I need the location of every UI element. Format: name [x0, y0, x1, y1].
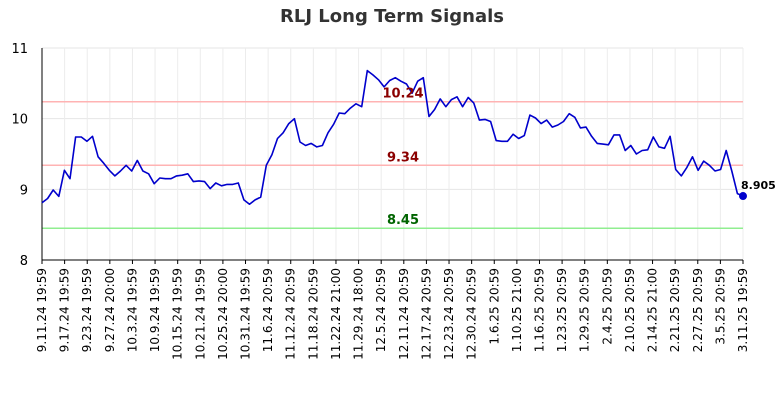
x-tick-label: 12.30.24 20:59	[465, 268, 479, 360]
x-tick-label: 1.10.25 21:00	[510, 268, 524, 352]
x-tick-label: 10.21.24 19:59	[193, 268, 207, 360]
x-tick-label: 3.11.25 19:59	[736, 268, 750, 352]
x-tick-label: 12.17.24 20:59	[419, 268, 433, 360]
x-tick-label: 10.9.24 19:59	[148, 268, 162, 352]
y-tick-label: 11	[11, 42, 28, 57]
x-tick-label: 12.11.24 20:59	[397, 268, 411, 360]
x-tick-label: 9.23.24 19:59	[80, 268, 94, 352]
x-tick-label: 10.31.24 19:59	[239, 268, 253, 360]
x-tick-label: 1.23.25 20:59	[555, 268, 569, 352]
x-tick-label: 11.22.24 21:00	[329, 268, 343, 360]
x-tick-label: 11.12.24 20:59	[284, 268, 298, 360]
x-tick-label: 2.14.25 21:00	[646, 268, 660, 352]
price-series-line	[41, 69, 744, 205]
y-tick-label: 10	[11, 113, 28, 128]
x-tick-label: 2.21.25 20:59	[668, 268, 682, 352]
x-tick-label: 2.4.25 20:59	[600, 268, 614, 345]
grid	[41, 47, 744, 261]
signal-level-label: 8.45	[387, 213, 419, 228]
x-tick-label: 10.3.24 19:59	[125, 268, 139, 352]
x-tick-label: 10.15.24 19:59	[171, 268, 185, 360]
x-tick-label: 1.6.25 20:59	[487, 268, 501, 345]
x-tick-label: 12.5.24 20:59	[374, 268, 388, 352]
signal-level-label: 9.34	[387, 150, 419, 165]
y-tick-label: 9	[20, 183, 28, 198]
x-tick-label: 2.27.25 20:59	[691, 268, 705, 352]
series	[41, 69, 747, 205]
last-price-point	[739, 192, 747, 201]
x-tick-label: 9.27.24 20:00	[103, 268, 117, 352]
x-tick-label: 11.6.24 20:59	[261, 268, 275, 352]
x-tick-label: 10.25.24 20:00	[216, 268, 230, 360]
x-tick-label: 12.23.24 20:59	[442, 268, 456, 360]
x-tick-label: 1.29.25 20:59	[578, 268, 592, 352]
signal-levels	[42, 100, 743, 229]
x-tick-label: 11.29.24 18:00	[352, 268, 366, 360]
x-tick-label: 1.16.25 20:59	[532, 268, 546, 352]
x-tick-label: 9.17.24 19:59	[58, 268, 72, 352]
axes: 8 9 10 11 9.11.24 19:59 9.17.24 19:59 9.23.24 …	[11, 42, 750, 360]
x-tick-label: 9.11.24 19:59	[35, 268, 49, 352]
chart-title: RLJ Long Term Signals	[280, 6, 504, 27]
last-price-label: 8.905	[741, 179, 776, 192]
x-tick-label: 11.18.24 20:59	[306, 268, 320, 360]
labels: 10.24 9.34 8.45 8.905	[382, 87, 775, 228]
x-tick-label: 3.5.25 20:59	[713, 268, 727, 345]
signal-level-label: 10.24	[382, 87, 423, 102]
y-tick-label: 8	[20, 254, 28, 269]
x-tick-label: 2.10.25 20:59	[623, 268, 637, 352]
